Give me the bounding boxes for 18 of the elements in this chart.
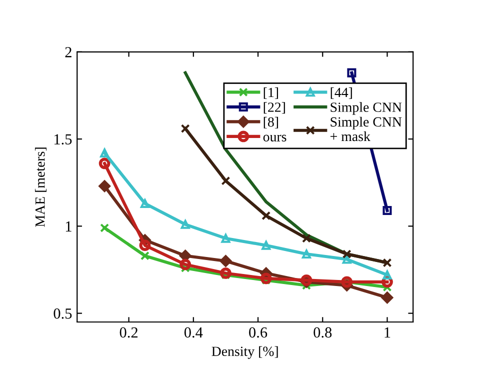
legend-label: [8] — [264, 116, 278, 128]
x-tick-label: 1 — [384, 327, 390, 338]
legend-label: Simple CNN + mask — [330, 116, 402, 142]
y-tick-label: 2 — [65, 47, 72, 58]
legend-label: Simple CNN — [330, 102, 402, 115]
x-tick-label: 0.6 — [249, 327, 268, 338]
legend-label: [44] — [330, 87, 352, 99]
legend-label: ours — [263, 134, 286, 142]
x-tick-label: 0.2 — [120, 327, 138, 338]
y-tick-label: 1.5 — [54, 134, 72, 145]
legend-label: [1] — [264, 87, 278, 99]
x-axis-title: Density [%] — [212, 346, 278, 359]
y-tick-label: 1 — [66, 221, 72, 232]
y-axis-title: MAE [meters] — [35, 148, 47, 227]
x-tick-label: 0.8 — [314, 327, 332, 338]
y-tick-label: 0.5 — [54, 308, 72, 319]
legend-label: [22] — [264, 102, 285, 114]
x-tick-label: 0.4 — [184, 327, 203, 338]
